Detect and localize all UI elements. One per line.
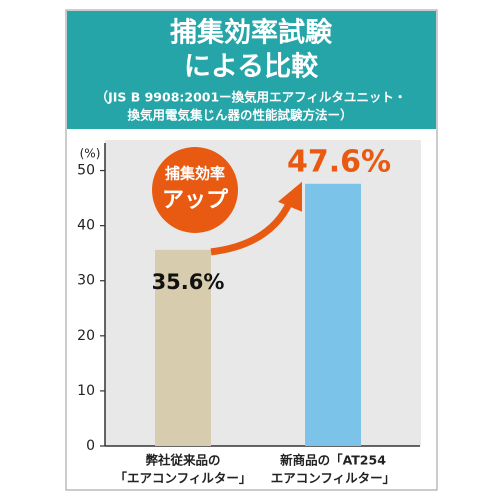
x-tick-label: エアコンフィルター」	[271, 471, 395, 486]
y-tick-label: 30	[77, 273, 95, 289]
value-label: 47.6%	[287, 145, 391, 180]
arrow	[210, 200, 294, 256]
y-tick-label: 40	[77, 218, 95, 234]
y-axis-label: (%)	[80, 147, 101, 161]
arrow-head	[278, 181, 302, 212]
bar	[155, 249, 211, 446]
x-tick-label: 新商品の「AT254	[280, 453, 386, 468]
annotation: アップ	[162, 188, 229, 213]
value-label: 35.6%	[152, 270, 225, 294]
header	[67, 11, 436, 129]
y-tick-label: 0	[86, 438, 95, 454]
y-tick-label: 20	[77, 328, 95, 344]
annotation-badge	[152, 147, 238, 233]
x-tick-label: 弊社従来品の	[145, 453, 220, 468]
title: による比較	[184, 51, 319, 83]
y-tick-label: 10	[77, 383, 95, 399]
annotation: 捕集効率	[165, 165, 225, 183]
subtitle: （JIS B 9908:2001ー換気用エアフィルタユニット・	[96, 90, 407, 105]
x-tick-label: 「エアコンフィルター」	[115, 471, 252, 486]
title: 捕集効率試験	[170, 17, 333, 49]
subtitle: 換気用電気集じん器の性能試験方法ー）	[127, 108, 352, 123]
y-tick-label: 50	[77, 163, 95, 179]
bar	[305, 183, 361, 446]
